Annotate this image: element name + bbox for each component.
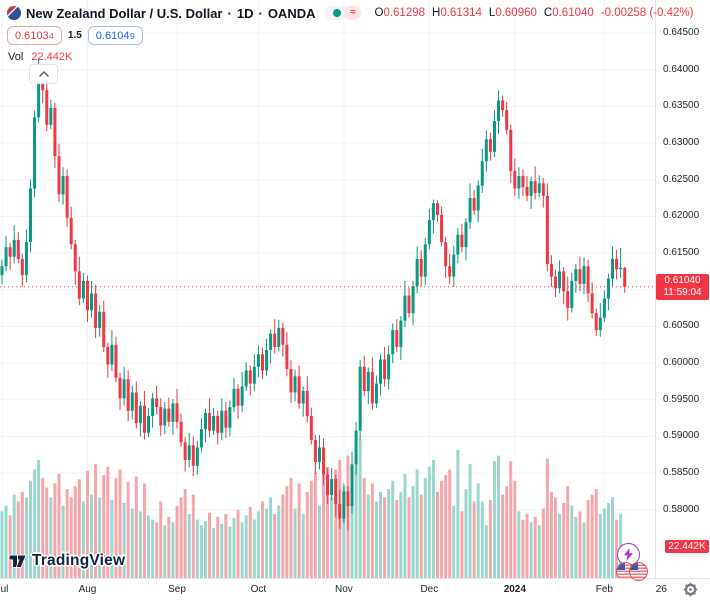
interval-label[interactable]: 1D — [236, 5, 254, 21]
chart-legend: New Zealand Dollar / U.S. Dollar · 1D · … — [7, 5, 693, 21]
time-axis-label: Aug — [78, 584, 97, 595]
current-price-value: 0.61040 — [664, 274, 701, 286]
price-axis-label: 0.63000 — [663, 137, 700, 149]
current-price-badge: 0.61040 11:59:04 — [656, 273, 709, 300]
price-axis-label: 0.64500 — [663, 27, 700, 38]
ohlc-change: -0.00258 (-0.42%) — [600, 7, 694, 19]
spread-value: 1.5 — [67, 30, 82, 41]
market-open-pill[interactable] — [325, 6, 349, 20]
time-axis-label: 26 — [655, 584, 667, 595]
price-axis-label: 0.60500 — [663, 320, 700, 332]
price-axis-label: 0.58000 — [663, 503, 700, 515]
price-axis-label: 0.62000 — [663, 210, 700, 222]
lightning-bolt-icon — [624, 548, 633, 561]
volume-legend: Vol 22.442K — [8, 51, 72, 63]
price-axis-label: 0.61500 — [663, 247, 700, 259]
instant-order-lightning-button[interactable] — [617, 543, 640, 566]
tradingview-logo-text: TradingView — [32, 551, 126, 569]
volume-value-badge: 22.442K — [665, 539, 709, 553]
tradingview-mark-icon — [8, 554, 27, 568]
data-mode-pill[interactable]: ≈ — [344, 6, 362, 20]
ohlc-low: L0.60960 — [488, 7, 537, 19]
price-axis-label: 0.64000 — [663, 63, 700, 75]
price-axis-label: 0.63500 — [663, 100, 700, 112]
price-axis-label: 0.60000 — [663, 357, 700, 369]
bar-countdown: 11:59:04 — [663, 286, 702, 298]
tradingview-logo[interactable]: TradingView — [8, 551, 125, 570]
price-axis-label: 0.62500 — [663, 173, 700, 185]
instant-trading-panel: 0.6103 4 1.5 0.6104 9 — [7, 26, 143, 45]
axis-settings-gear-icon[interactable] — [683, 582, 698, 597]
time-axis-label: Nov — [334, 584, 353, 595]
pane-collapse-button[interactable] — [29, 64, 58, 84]
sell-button[interactable]: 0.6103 4 — [7, 26, 62, 45]
candlestick-series — [0, 57, 627, 531]
time-axis-label: Oct — [250, 584, 267, 595]
chevron-up-icon — [38, 71, 49, 77]
market-open-dot-icon — [332, 9, 341, 17]
time-axis-label: Sep — [168, 584, 186, 595]
symbol-flag-icon — [7, 6, 21, 20]
squiggle-icon: ≈ — [350, 7, 356, 18]
volume-label: Vol — [8, 51, 24, 63]
price-axis-label: 0.59000 — [663, 430, 700, 442]
time-axis[interactable]: Jul Aug Sep Oct Nov Dec 2024 Feb 26 — [0, 578, 710, 601]
symbol-title[interactable]: New Zealand Dollar / U.S. Dollar — [26, 5, 223, 21]
us-flag-icon — [629, 562, 648, 581]
price-axis-label: 0.58500 — [663, 467, 700, 479]
time-axis-label: Dec — [420, 584, 439, 595]
time-axis-label: Jul — [0, 584, 9, 595]
ohlc-high: H0.61314 — [432, 7, 482, 19]
ohlc-open: O0.61298 — [374, 7, 426, 19]
volume-value: 22.442K — [31, 51, 73, 63]
ohlc-close: C0.61040 — [543, 7, 594, 19]
time-axis-label: 2024 — [503, 584, 526, 595]
price-axis-label: 0.59500 — [663, 393, 700, 405]
time-axis-label: Feb — [595, 584, 613, 595]
exchange-label[interactable]: OANDA — [267, 5, 316, 21]
buy-button[interactable]: 0.6104 9 — [87, 26, 143, 45]
market-status-pills: ≈ — [325, 6, 362, 20]
